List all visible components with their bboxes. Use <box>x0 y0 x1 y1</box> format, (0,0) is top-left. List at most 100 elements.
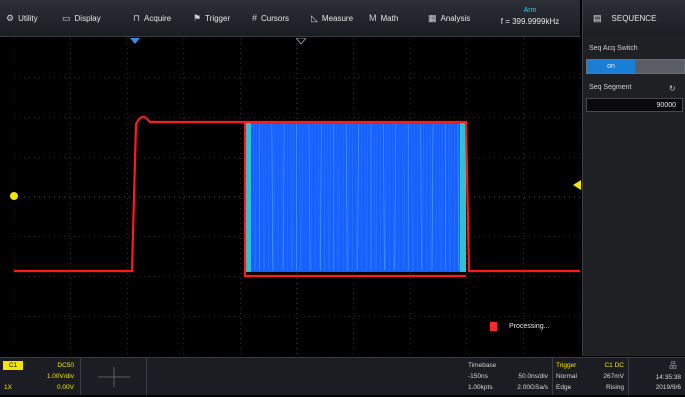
measure-icon: ◺ <box>311 12 318 23</box>
history-trace-line <box>438 123 441 271</box>
menu-analysis-label: Analysis <box>440 13 471 23</box>
history-trace-line <box>273 123 276 271</box>
timebase-scale: 50.0ns/div <box>518 373 548 380</box>
menu-utility-label: Utility <box>18 13 38 23</box>
add-icon <box>98 367 130 387</box>
trigger-level: 267mV <box>603 373 624 380</box>
analysis-icon: ▦ <box>428 12 437 23</box>
trigger-info[interactable]: Trigger C1 DC Normal 267mV Edge Rising <box>552 358 629 395</box>
history-trace-line <box>429 123 432 271</box>
waveform-display <box>14 38 580 356</box>
timebase-info[interactable]: Timebase -150ns 50.0ns/div 1.00kpts 2.00… <box>464 358 553 395</box>
trigger-mode: Normal <box>556 373 577 380</box>
menu-cursors[interactable]: # Cursors <box>252 0 289 36</box>
menu-analysis[interactable]: ▦ Analysis <box>428 0 470 36</box>
panel-header: ▤ SEQUENCE <box>583 0 685 36</box>
timebase-label: Timebase <box>468 362 497 369</box>
seq-acq-switch-label: Seq Acq Switch <box>589 45 638 52</box>
frequency-counter: f = 399.9999kHz <box>500 17 560 26</box>
history-trace-line <box>422 123 425 271</box>
gear-icon: ⚙ <box>6 12 15 23</box>
timebase-memory: 1.00kpts <box>468 384 493 391</box>
menu-math-label: Math <box>380 13 399 23</box>
channel-probe: 1X <box>4 384 12 391</box>
history-trace-line <box>420 123 422 271</box>
history-trace-line <box>308 123 311 271</box>
history-trace-line <box>357 123 359 271</box>
history-trace-line <box>410 123 413 271</box>
ch1-trace <box>14 115 580 278</box>
history-trace-line <box>457 123 460 271</box>
channel-1-info[interactable]: C1 DC50 1.00V/div 1X 0.00V <box>0 358 81 395</box>
history-trace-line <box>336 123 339 271</box>
history-edge <box>460 122 466 272</box>
waveform-grid[interactable] <box>14 38 580 356</box>
history-trace-line <box>440 123 443 271</box>
history-trace-line <box>310 123 313 271</box>
history-traces <box>245 122 466 272</box>
seq-segment-input[interactable]: 90000 <box>586 98 683 112</box>
menu-acquire[interactable]: ⊓ Acquire <box>133 0 171 36</box>
processing-icon <box>490 322 497 331</box>
history-trace-line <box>317 123 320 271</box>
history-trace-line <box>403 123 406 271</box>
menu-display-label: Display <box>74 13 101 23</box>
history-trace-line <box>271 123 274 271</box>
clock-info: 品 14:35:38 2019/9/6 <box>628 358 685 395</box>
refresh-icon[interactable]: ↻ <box>669 84 676 93</box>
trigger-source: C1 DC <box>604 362 624 369</box>
math-icon: M <box>369 13 377 23</box>
network-icon: 品 <box>669 361 677 370</box>
delay-marker[interactable] <box>296 38 306 45</box>
history-trace-line <box>280 123 283 271</box>
panel-title: SEQUENCE <box>611 13 657 23</box>
history-trace-line <box>366 123 369 271</box>
menu-cursors-label: Cursors <box>261 13 290 23</box>
menu-trigger-label: Trigger <box>205 13 231 23</box>
sequence-icon: ▤ <box>593 12 602 23</box>
menu-bar: ⚙ Utility ▭ Display ⊓ Acquire ⚑ Trigger … <box>0 0 580 37</box>
trigger-level-marker[interactable] <box>573 180 581 190</box>
trigger-readout: Arm f = 399.9999kHz <box>482 6 578 32</box>
trigger-position-marker[interactable] <box>130 38 140 45</box>
history-edge <box>245 122 251 272</box>
channel-1-badge: C1 <box>3 361 23 370</box>
seq-acq-switch-on: on <box>587 60 635 73</box>
history-trace-line <box>292 123 294 271</box>
history-trace-line <box>413 123 415 271</box>
trigger-label: Trigger <box>556 362 577 369</box>
menu-measure-label: Measure <box>321 13 354 23</box>
menu-display[interactable]: ▭ Display <box>62 0 101 36</box>
clock-time: 14:35:38 <box>655 374 681 381</box>
trigger-flag-icon: ⚑ <box>193 12 202 23</box>
history-trace-line <box>401 123 404 271</box>
menu-utility[interactable]: ⚙ Utility <box>6 0 38 36</box>
channel-scale: 1.00V/div <box>46 373 74 380</box>
clock-date: 2019/9/6 <box>655 384 681 391</box>
menu-acquire-label: Acquire <box>144 13 172 23</box>
add-channel-slot[interactable] <box>80 358 147 395</box>
history-trace-line <box>450 123 452 271</box>
processing-indicator: Processing... <box>490 322 549 331</box>
history-trace-line <box>301 123 304 271</box>
history-trace-line <box>329 123 332 271</box>
menu-measure[interactable]: ◺ Measure <box>311 0 353 36</box>
history-trace-line <box>338 123 341 271</box>
history-trace-line <box>347 123 350 271</box>
history-trace-line <box>448 123 450 271</box>
trigger-status: Arm <box>523 7 537 14</box>
history-trace-line <box>290 123 292 271</box>
timebase-delay: -150ns <box>468 373 488 380</box>
seq-acq-switch-toggle[interactable]: on <box>586 59 685 74</box>
menu-trigger[interactable]: ⚑ Trigger <box>193 0 230 36</box>
trigger-slope: Rising <box>605 384 624 391</box>
cursors-icon: # <box>252 13 258 23</box>
history-trace-line <box>345 123 348 271</box>
channel-1-offset-marker[interactable] <box>10 191 20 201</box>
timebase-sample-rate: 2.00GSa/s <box>517 384 548 391</box>
history-trace-line <box>320 123 322 271</box>
menu-math[interactable]: M Math <box>369 0 398 36</box>
history-trace-line <box>383 123 385 271</box>
history-trace-line <box>385 123 387 271</box>
